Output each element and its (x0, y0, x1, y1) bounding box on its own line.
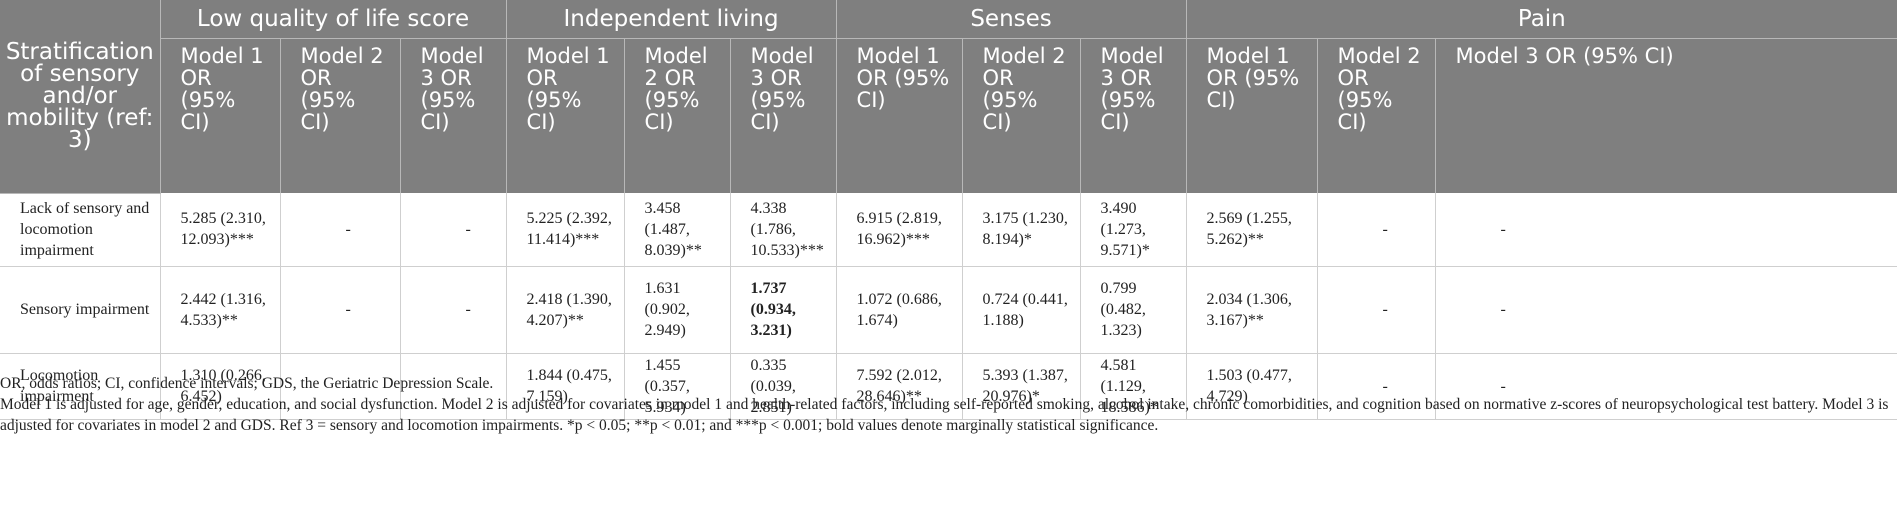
table-cell: - (1435, 266, 1897, 354)
table-cell: 3.458 (1.487, 8.039)** (624, 193, 731, 267)
table-cell: 2.034 (1.306, 3.167)** (1186, 266, 1318, 354)
table-cell: 3.490 (1.273, 9.571)* (1080, 193, 1187, 267)
model-header: Model 3 OR (95% CI) (1080, 38, 1187, 193)
group-header-pain: Pain (1186, 0, 1897, 39)
table-cell: - (1317, 266, 1436, 354)
group-header-row: Stratification of sensory and/or mobilit… (0, 0, 1897, 194)
table-cell: - (400, 353, 507, 420)
footnote-abbreviations: OR, odds ratios; CI, confidence interval… (0, 375, 494, 392)
table-cell: - (400, 193, 507, 267)
table-cell: 5.393 (1.387, 20.976)* (962, 353, 1081, 420)
table-cell: 1.844 (0.475, 7.159) (506, 353, 625, 420)
model-header: Model 3 OR (95% CI) (400, 38, 507, 193)
table-cell: 1.631 (0.902, 2.949) (624, 266, 731, 354)
table-row: Lack of sensory and locomotion impairmen… (0, 193, 1897, 267)
table-cell: 1.503 (0.477, 4.729) (1186, 353, 1318, 420)
table-cell: - (1435, 353, 1897, 420)
table-cell: 0.335 (0.039, 2.851) (730, 353, 837, 420)
group-header-senses: Senses (836, 0, 1187, 39)
table-cell: 7.592 (2.012, 28.646)** (836, 353, 963, 420)
row-label: Lack of sensory and locomotion impairmen… (0, 193, 161, 267)
table-cell: 2.569 (1.255, 5.262)** (1186, 193, 1318, 267)
results-table: Stratification of sensory and/or mobilit… (0, 0, 1897, 420)
table-cell: - (280, 353, 401, 420)
table-cell: 4.338 (1.786, 10.533)*** (730, 193, 837, 267)
table-cell: 0.799 (0.482, 1.323) (1080, 266, 1187, 354)
table-cell: - (280, 266, 401, 354)
model-header: Model 2 OR (95% CI) (280, 38, 401, 193)
model-header-row: Model 1 OR (95% CI) Model 2 OR (95% CI) … (0, 38, 1897, 193)
table-cell: 5.285 (2.310, 12.093)*** (160, 193, 281, 267)
table-row: Sensory impairment 2.442 (1.316, 4.533)*… (0, 266, 1897, 354)
table-cell: - (1435, 193, 1897, 267)
table-cell: 2.418 (1.390, 4.207)** (506, 266, 625, 354)
table-cell: 4.581 (1.129, 18.586)* (1080, 353, 1187, 420)
table-cell: 1.072 (0.686, 1.674) (836, 266, 963, 354)
table-cell: - (280, 193, 401, 267)
model-header: Model 2 OR (95% CI) (1317, 38, 1436, 193)
model-header: Model 1 OR (95% CI) (160, 38, 281, 193)
row-label: Locomotion impairment (0, 353, 161, 420)
model-header: Model 2 OR (95% CI) (962, 38, 1081, 193)
table-cell-bold: 1.737 (0.934, 3.231) (730, 266, 837, 354)
table-cell: - (1317, 193, 1436, 267)
table-cell: 0.724 (0.441, 1.188) (962, 266, 1081, 354)
group-header-quality-of-life: Low quality of life score (160, 0, 507, 39)
group-header-independent-living: Independent living (506, 0, 837, 39)
table-row: Locomotion impairment 1.310 (0.266, 6.45… (0, 353, 1897, 420)
table-cell: - (400, 266, 507, 354)
stratification-header: Stratification of sensory and/or mobilit… (0, 0, 161, 194)
table-cell: - (1317, 353, 1436, 420)
table-cell: 5.225 (2.392, 11.414)*** (506, 193, 625, 267)
model-header: Model 3 OR (95% CI) (1435, 38, 1897, 193)
table-cell: 2.442 (1.316, 4.533)** (160, 266, 281, 354)
model-header: Model 1 OR (95% CI) (1186, 38, 1318, 193)
footnote-models: Model 1 is adjusted for age, gender, edu… (0, 396, 1889, 434)
row-label: Sensory impairment (0, 266, 161, 354)
table-cell: 1.455 (0.357, 5.934) (624, 353, 731, 420)
model-header: Model 1 OR (95% CI) (836, 38, 963, 193)
table-cell: 1.310 (0.266, 6.452) (160, 353, 281, 420)
model-header: Model 2 OR (95% CI) (624, 38, 731, 193)
table-cell: 6.915 (2.819, 16.962)*** (836, 193, 963, 267)
model-header: Model 1 OR (95% CI) (506, 38, 625, 193)
table-footnotes: OR, odds ratios; CI, confidence interval… (0, 373, 1897, 436)
table-cell: 3.175 (1.230, 8.194)* (962, 193, 1081, 267)
model-header: Model 3 OR (95% CI) (730, 38, 837, 193)
